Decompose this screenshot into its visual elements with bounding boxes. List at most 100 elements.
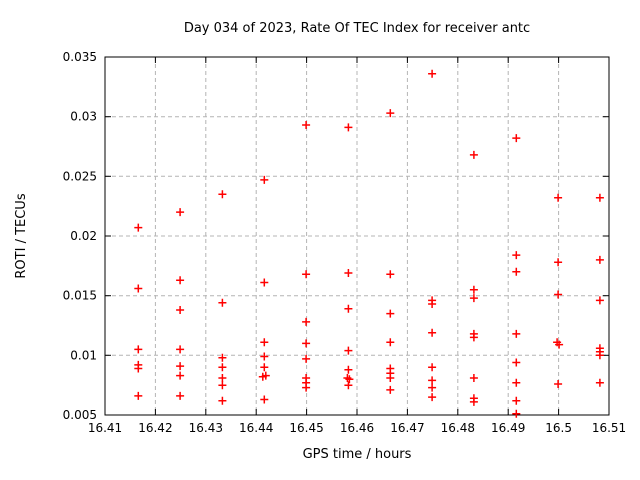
data-point [386,385,395,394]
y-tick-label: 0.005 [63,408,97,422]
data-point [512,378,521,387]
data-point [595,193,604,202]
data-point [344,381,353,390]
data-point [595,351,604,360]
data-point [134,345,143,354]
x-tick-label: 16.47 [390,421,424,435]
data-point [176,276,185,285]
data-point [344,123,353,132]
y-tick-label: 0.025 [63,169,97,183]
x-axis-label: GPS time / hours [302,447,412,462]
data-point [302,354,311,363]
data-point [469,374,478,382]
x-tick-label: 16.48 [441,421,475,435]
data-point [428,328,437,337]
data-point [260,278,269,287]
data-point [302,121,311,129]
x-tick-label: 16.42 [138,421,172,435]
data-point [176,208,185,217]
data-point [260,352,269,361]
data-point [469,333,478,342]
data-point [302,270,311,279]
data-point [386,374,395,382]
x-tick-label: 16.43 [189,421,223,435]
data-point [386,338,395,347]
x-tick-label: 16.45 [289,421,323,435]
data-point [260,363,269,372]
data-point [469,294,478,303]
data-point [218,374,227,382]
x-tick-label: 16.5 [545,421,572,435]
data-point [260,175,269,184]
data-point [261,371,270,380]
y-tick-label: 0.015 [63,289,97,303]
data-point [386,109,395,118]
data-point [469,397,478,406]
data-point [428,69,437,78]
data-point [343,374,352,382]
data-point [176,345,185,354]
data-point [512,409,521,418]
data-point [345,375,354,384]
data-point [512,329,521,338]
data-point [595,255,604,264]
data-point [176,362,185,371]
x-tick-label: 16.46 [340,421,374,435]
data-point [344,346,353,355]
data-point [512,267,521,276]
y-tick-label: 0.01 [70,348,97,362]
y-tick-label: 0.035 [63,50,97,64]
data-point [428,376,437,385]
data-point [344,365,353,374]
data-point [428,393,437,402]
data-point [302,383,311,392]
data-point [218,363,227,372]
data-point [344,269,353,277]
data-point [386,309,395,318]
data-point [554,290,563,299]
data-point [344,304,353,313]
x-tick-label: 16.41 [88,421,122,435]
data-point [134,391,143,400]
data-point [555,340,564,349]
data-point [386,270,395,279]
data-point [302,317,311,326]
data-point [428,300,437,308]
data-point [512,396,521,405]
data-point [260,338,269,347]
data-point [218,381,227,390]
data-point [218,396,227,405]
data-point [134,284,143,293]
data-point [554,380,563,388]
data-point [218,353,227,362]
data-point [176,306,185,314]
data-point [469,150,478,159]
data-point [218,190,227,199]
x-tick-label: 16.49 [491,421,525,435]
data-point [176,391,185,400]
data-point [302,339,311,348]
y-tick-label: 0.02 [70,229,97,243]
data-point [134,364,143,373]
data-point [595,296,604,305]
x-tick-label: 16.51 [592,421,626,435]
data-point [428,383,437,392]
data-point [260,395,269,404]
data-point [554,193,563,202]
x-tick-label: 16.44 [239,421,273,435]
chart-title: Day 034 of 2023, Rate Of TEC Index for r… [183,21,531,36]
data-point [512,134,521,143]
data-point [428,363,437,372]
data-point [176,371,185,380]
data-point [218,298,227,307]
plot-frame [104,56,610,416]
data-point [512,358,521,367]
data-point [134,223,143,232]
y-tick-label: 0.03 [70,110,97,124]
data-point [595,378,604,387]
data-point [554,258,563,267]
data-point [469,285,478,294]
data-point [512,251,521,260]
